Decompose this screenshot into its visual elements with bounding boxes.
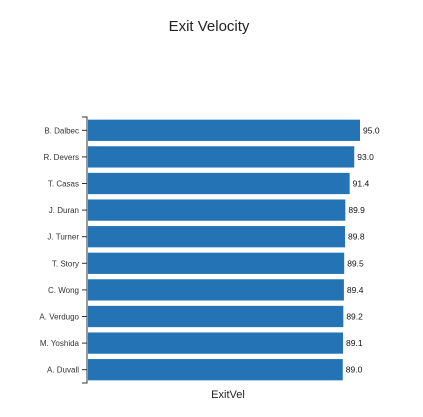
- data-label: 89.4: [347, 285, 364, 295]
- bar: [88, 146, 355, 168]
- bar: [88, 199, 346, 221]
- y-tick-label: A. Duvall: [47, 366, 79, 375]
- y-tick-label: J. Duran: [49, 206, 79, 215]
- bar: [88, 305, 344, 328]
- bar: [88, 119, 360, 141]
- y-tick-label: B. Dalbec: [44, 126, 79, 135]
- y-tick-label: J. Turner: [47, 233, 79, 242]
- y-tick-label: A. Verdugo: [39, 313, 79, 322]
- bars: [88, 119, 360, 381]
- data-label: 89.5: [347, 258, 364, 268]
- data-label: 89.1: [346, 338, 363, 348]
- data-label: 95.0: [363, 125, 380, 135]
- data-labels: 95.0 93.0 91.4 89.9 89.8 89.5 89.4 89.2 89.1 89.0: [346, 125, 380, 374]
- bar: [88, 279, 344, 301]
- x-axis-label: ExitVel: [211, 389, 245, 401]
- y-tick-label: T. Story: [52, 259, 79, 268]
- y-tick-label: R. Devers: [43, 153, 79, 162]
- y-axis-line: [82, 116, 88, 384]
- y-tick-label: C. Wong: [48, 286, 79, 295]
- y-tick-labels: B. Dalbec R. Devers T. Casas J. Duran J. Tur…: [39, 126, 79, 374]
- bar: [88, 332, 344, 354]
- bar: [88, 226, 346, 248]
- y-axis: [82, 116, 88, 384]
- bar: [88, 252, 345, 274]
- data-label: 89.8: [348, 232, 365, 242]
- data-label: 89.9: [348, 205, 365, 215]
- chart-title: Exit Velocity: [169, 18, 250, 35]
- data-label: 89.2: [346, 312, 363, 322]
- y-tick-label: T. Casas: [48, 180, 79, 189]
- y-tick-label: M. Yoshida: [40, 339, 80, 348]
- bar: [88, 359, 343, 381]
- data-label: 91.4: [353, 179, 370, 189]
- bar: [88, 172, 350, 195]
- data-label: 93.0: [357, 152, 374, 162]
- data-label: 89.0: [346, 365, 363, 375]
